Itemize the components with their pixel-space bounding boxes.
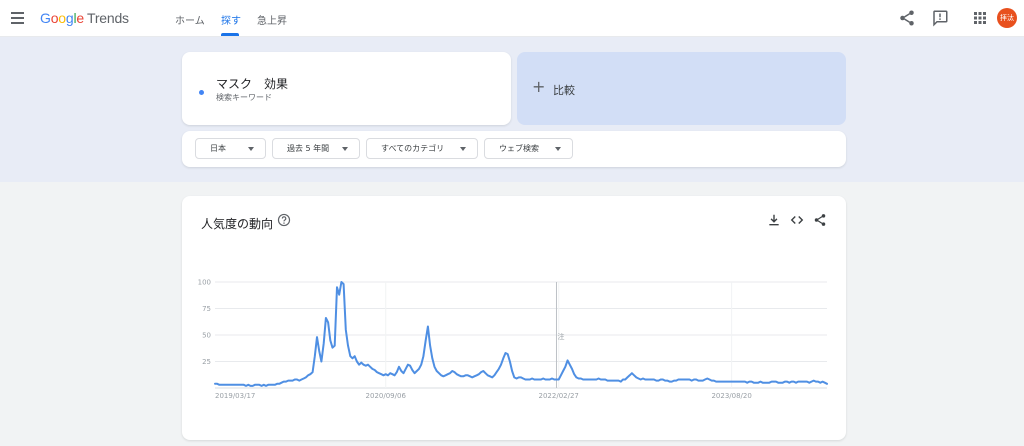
share-icon[interactable] — [898, 9, 916, 27]
category-filter[interactable]: すべてのカテゴリ — [366, 138, 478, 159]
share-icon[interactable] — [813, 213, 827, 227]
interest-over-time-card: 人気度の動向 100 75 50 25 2019/03/17 2020/09/06 2022… — [182, 196, 846, 440]
embed-icon[interactable] — [790, 213, 804, 227]
chart-grid — [215, 281, 827, 389]
search-term-card[interactable]: マスク 効果 検索キーワード — [182, 52, 511, 125]
line-chart[interactable]: 100 75 50 25 2019/03/17 2020/09/06 2022/02/27 2… — [182, 196, 846, 440]
plus-icon: + — [532, 77, 546, 96]
x-tick-label: 2020/09/06 — [366, 392, 407, 400]
search-term-type: 検索キーワード — [216, 93, 272, 102]
compare-button[interactable]: + 比較 — [517, 52, 846, 125]
tab-explore[interactable]: 探す — [221, 16, 241, 27]
time-range-filter-label: 過去 5 年間 — [287, 144, 330, 153]
chevron-down-icon — [555, 147, 561, 151]
chart-title: 人気度の動向 — [201, 217, 274, 231]
category-filter-label: すべてのカテゴリ — [381, 144, 445, 153]
google-trends-logo[interactable]: Google Trends — [40, 10, 129, 26]
chart-annotations: 注 — [555, 282, 564, 388]
apps-icon[interactable] — [971, 9, 989, 27]
chart-series — [214, 281, 828, 387]
search-type-filter[interactable]: ウェブ検索 — [484, 138, 573, 159]
x-tick-label: 2019/03/17 — [215, 392, 255, 400]
y-tick-label: 75 — [202, 305, 211, 313]
time-range-filter[interactable]: 過去 5 年間 — [272, 138, 360, 159]
chevron-down-icon — [342, 147, 348, 151]
tab-home[interactable]: ホーム — [175, 16, 205, 27]
download-icon[interactable] — [767, 213, 781, 227]
y-tick-label: 100 — [198, 279, 211, 287]
note-marker[interactable]: 注 — [557, 332, 564, 341]
search-type-filter-label: ウェブ検索 — [499, 144, 539, 153]
region-filter-label: 日本 — [210, 144, 226, 153]
top-app-bar: Google Trends ホーム 探す 急上昇 拝汰 — [0, 0, 1024, 37]
filter-bar: 日本 過去 5 年間 すべてのカテゴリ ウェブ検索 — [182, 131, 846, 167]
series-line[interactable] — [214, 281, 828, 387]
chevron-down-icon — [248, 147, 254, 151]
feedback-icon[interactable] — [931, 9, 949, 27]
x-tick-label: 2023/08/20 — [711, 392, 751, 400]
chevron-down-icon — [460, 147, 466, 151]
help-icon[interactable] — [277, 213, 291, 227]
y-tick-label: 25 — [202, 358, 211, 366]
term-color-dot — [199, 90, 204, 95]
active-tab-indicator — [221, 33, 239, 36]
avatar[interactable]: 拝汰 — [997, 8, 1017, 28]
menu-icon[interactable] — [11, 12, 24, 24]
compare-label: 比較 — [553, 84, 575, 97]
region-filter[interactable]: 日本 — [195, 138, 266, 159]
x-tick-label: 2022/02/27 — [539, 392, 579, 400]
tab-trending[interactable]: 急上昇 — [257, 16, 287, 27]
y-tick-label: 50 — [202, 332, 211, 340]
chart-axis-labels: 100 75 50 25 2019/03/17 2020/09/06 2022/02/27 2… — [198, 279, 752, 401]
search-term[interactable]: マスク 効果 — [216, 77, 289, 91]
